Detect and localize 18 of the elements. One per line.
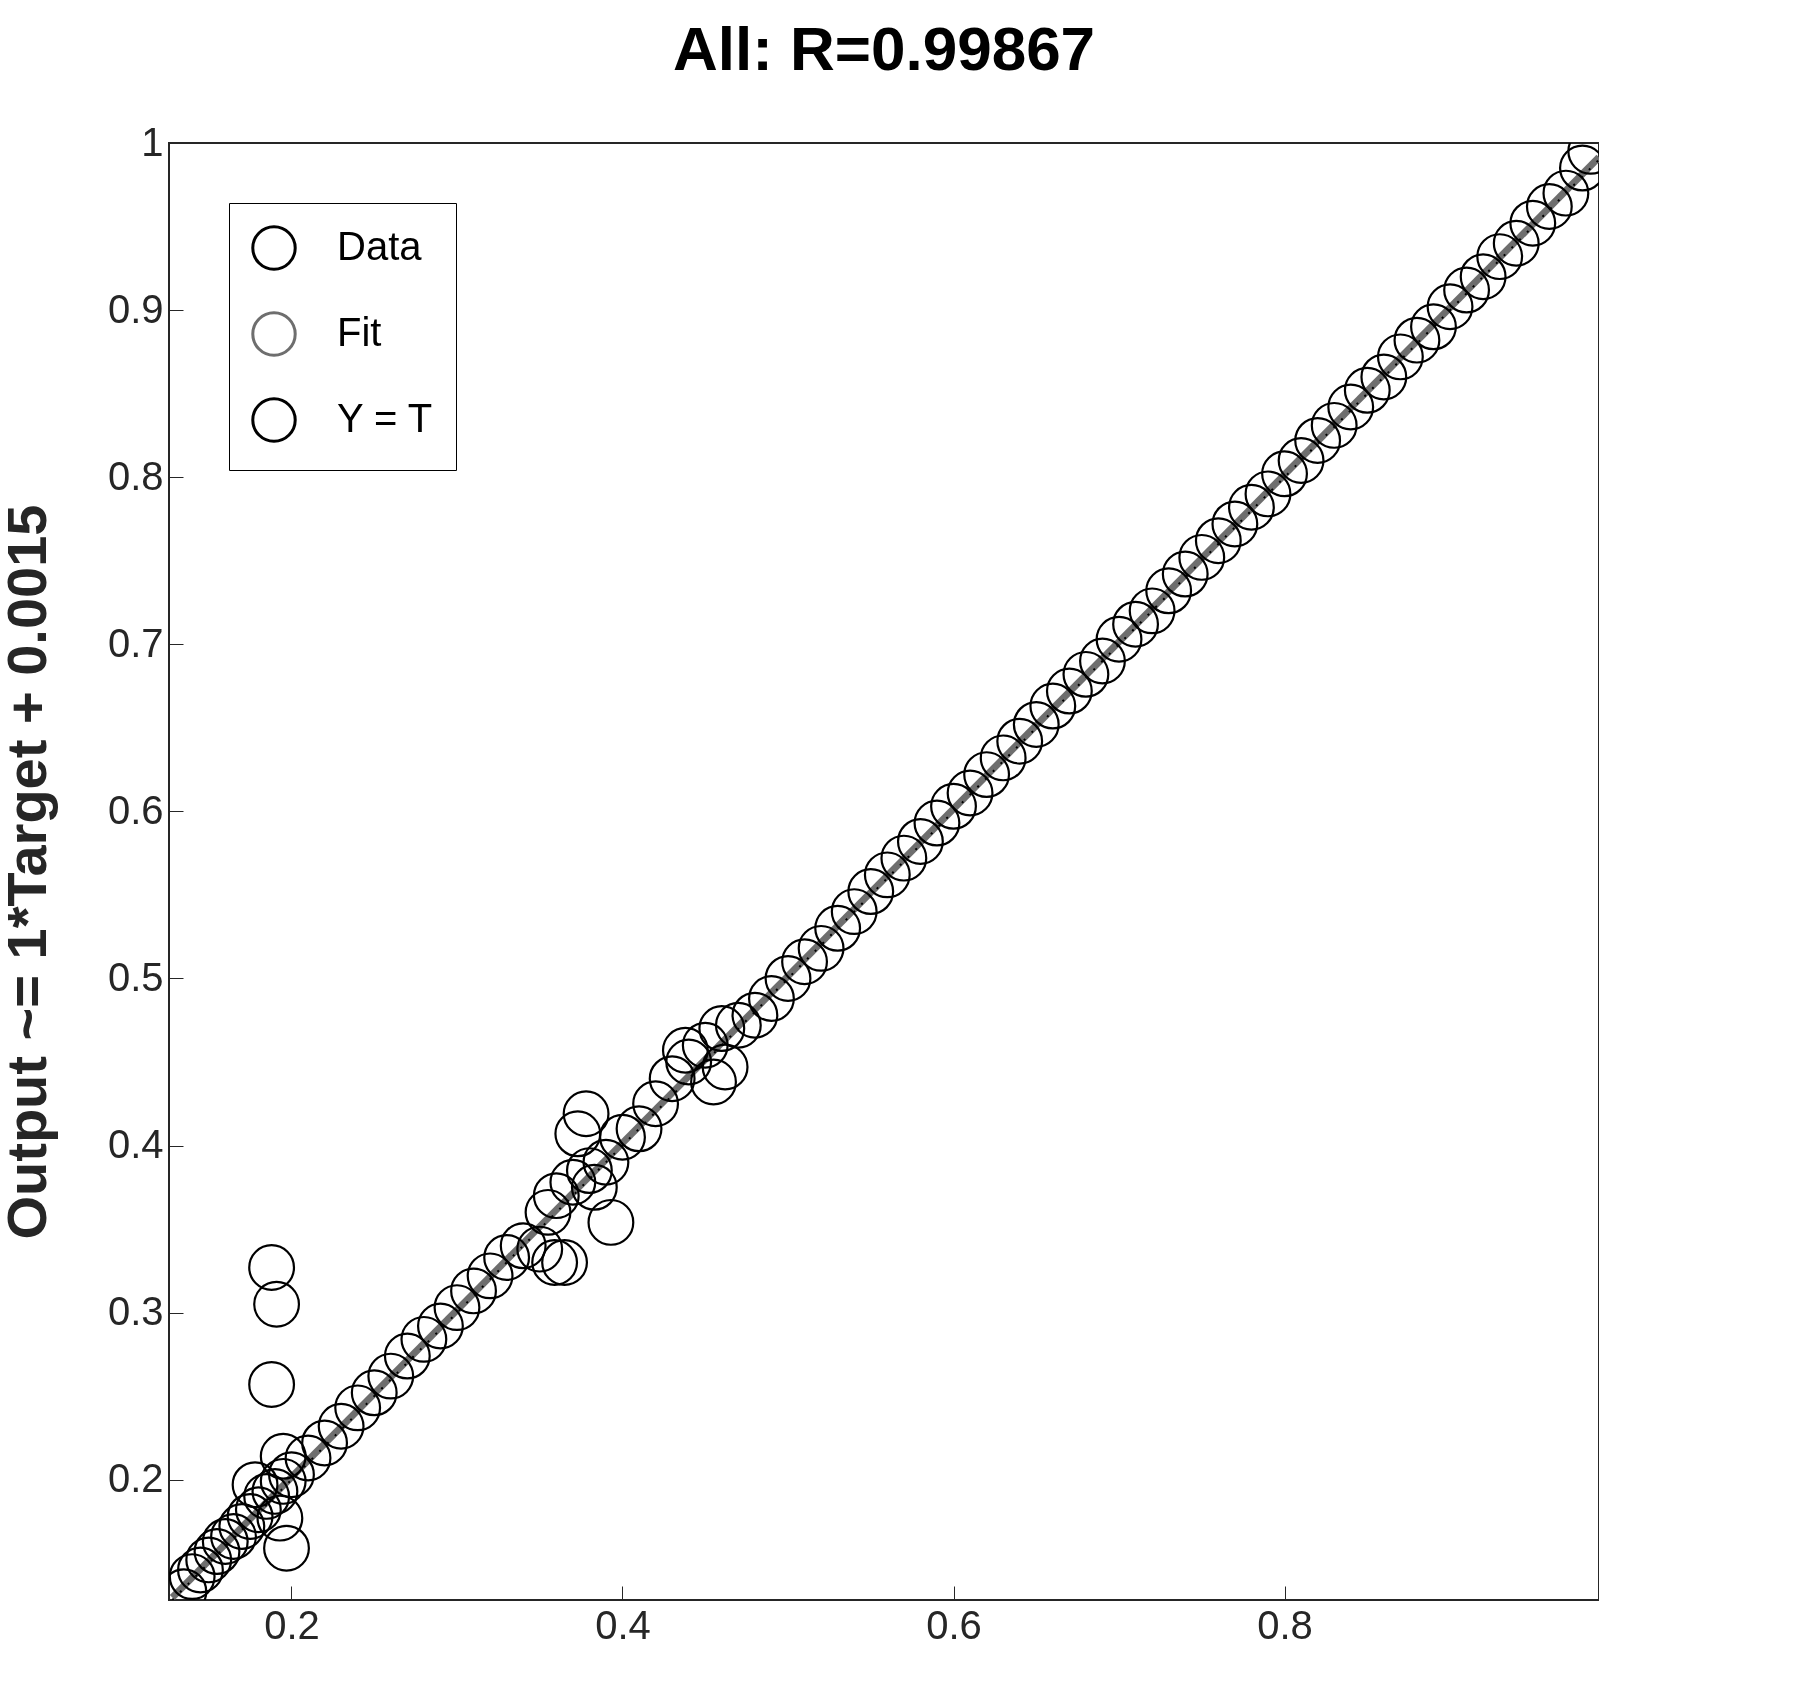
x-tick-label: 0.8 (1257, 1602, 1313, 1647)
x-tick-label: 0.6 (926, 1602, 982, 1647)
y-tick-label: 0.9 (107, 286, 164, 331)
x-tick-label: 0.4 (595, 1602, 651, 1647)
y-axis-title: Output ~= 1*Target + 0.0015 (0, 504, 58, 1240)
legend-label: Fit (337, 310, 382, 354)
y-tick-label: 0.7 (107, 620, 164, 665)
y-tick-label: 0.3 (107, 1289, 164, 1334)
legend-label: Y = T (337, 396, 433, 440)
y-tick-label: 0.5 (107, 954, 164, 999)
y-tick-label: 0.4 (107, 1122, 164, 1167)
x-tick-label: 0.2 (264, 1602, 320, 1647)
y-tick-label: 0.6 (107, 787, 164, 832)
legend-label: Data (337, 224, 423, 268)
chart-title: All: R=0.99867 (672, 14, 1096, 83)
y-tick-label: 0.2 (107, 1456, 164, 1501)
y-tick-label: 0.8 (107, 453, 164, 498)
y-tick-label: 1 (141, 119, 164, 164)
